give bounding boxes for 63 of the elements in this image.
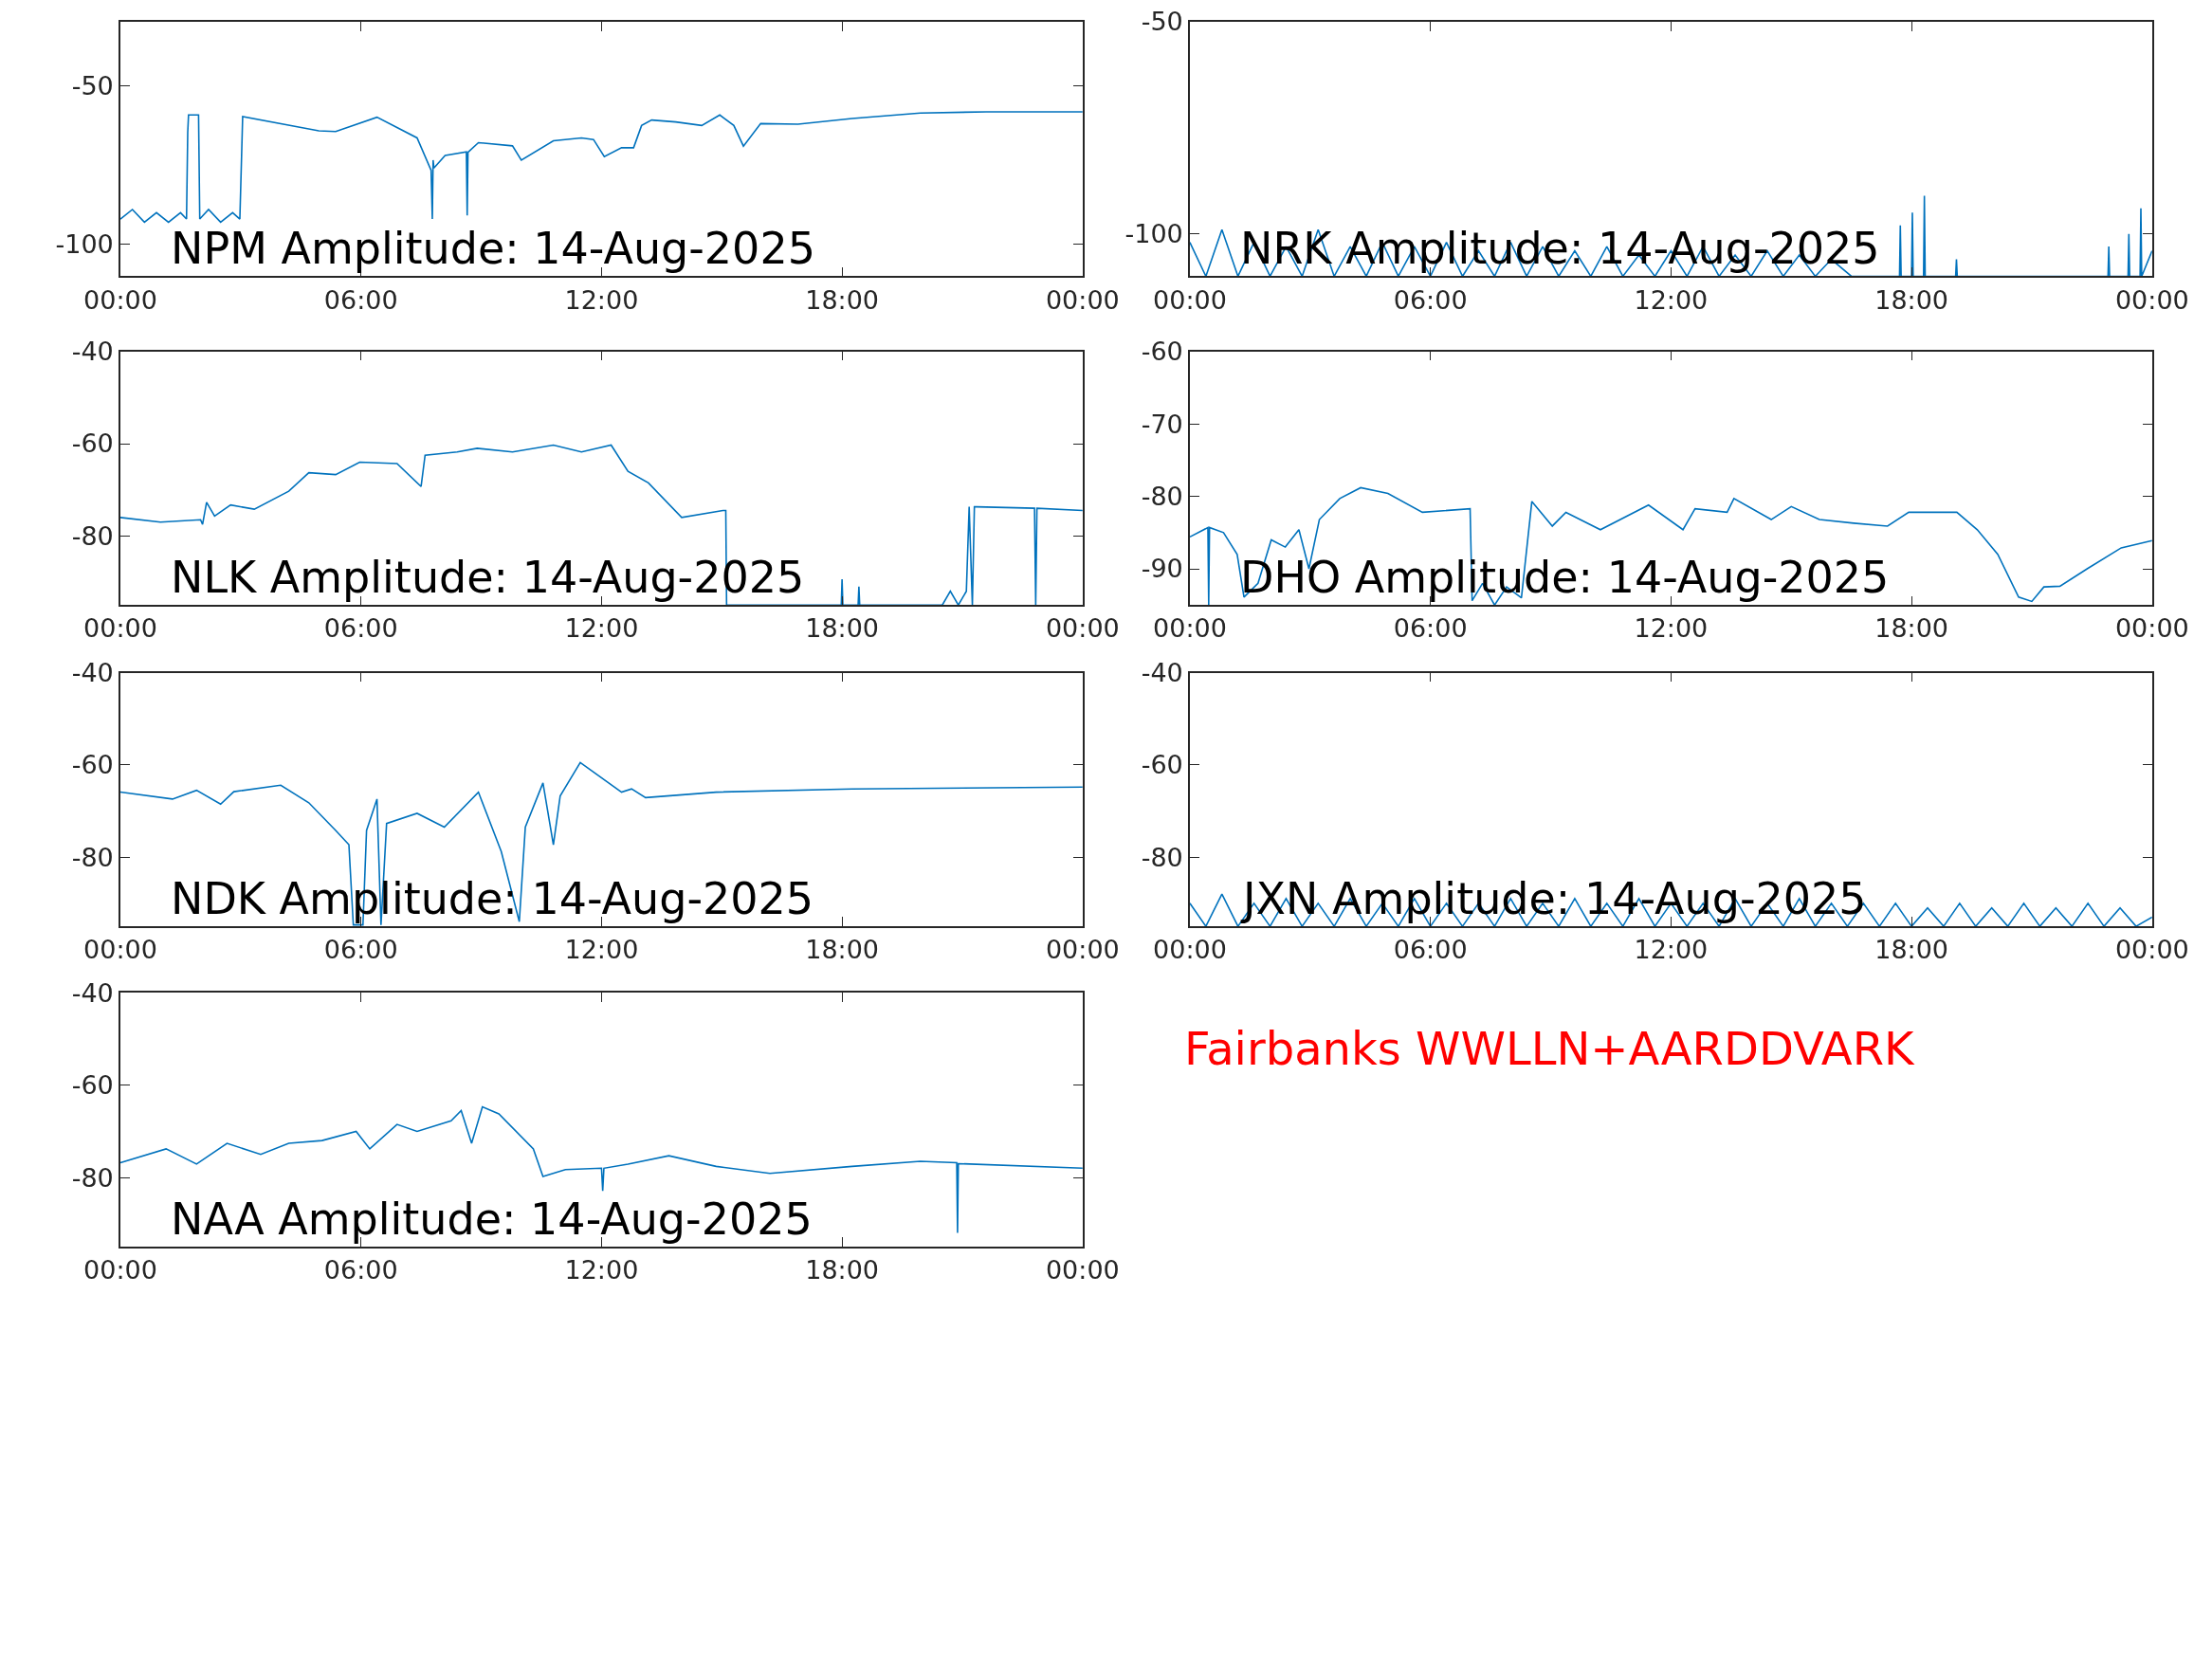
y-tick-label: -60 <box>1141 337 1183 367</box>
x-tick-label: 00:00 <box>83 935 157 965</box>
x-tick-label: 00:00 <box>1045 284 1120 315</box>
x-tick-label: 06:00 <box>323 284 398 315</box>
line-series <box>119 444 1083 606</box>
y-tick-label: -40 <box>71 337 114 367</box>
x-tick-label: 00:00 <box>83 284 157 315</box>
text: Fairbanks WWLLN+AARDDVARK <box>1184 1022 1915 1075</box>
x-tick-label: 06:00 <box>1393 284 1468 315</box>
x-tick-label: 12:00 <box>564 284 639 315</box>
y-tick-label: -50 <box>71 70 114 100</box>
x-tick-label: 00:00 <box>1153 613 1227 644</box>
x-tick-label: 12:00 <box>1634 613 1709 644</box>
y-tick-label: -40 <box>71 977 114 1008</box>
y-tick-label: -40 <box>1141 658 1183 688</box>
x-tick-label: 12:00 <box>564 935 639 965</box>
y-tick-label: -80 <box>1141 482 1183 512</box>
x-tick-label: 18:00 <box>805 935 880 965</box>
y-tick-label: -100 <box>1124 219 1183 249</box>
x-tick-label: 00:00 <box>1153 284 1227 315</box>
x-tick-label: 00:00 <box>1045 1255 1120 1285</box>
x-tick-label: 00:00 <box>2114 284 2189 315</box>
x-tick-label: 00:00 <box>83 613 157 644</box>
line-series <box>119 761 1083 926</box>
x-tick-label: 00:00 <box>1045 935 1120 965</box>
y-tick-label: -50 <box>1141 7 1183 37</box>
x-tick-label: 00:00 <box>83 1255 157 1285</box>
x-tick-label: 00:00 <box>1045 613 1120 644</box>
y-tick-label: -80 <box>71 842 114 872</box>
x-tick-label: 06:00 <box>1393 613 1468 644</box>
text: NAA Amplitude: 14-Aug-2025 <box>171 1194 813 1245</box>
y-tick-label: -60 <box>1141 750 1183 780</box>
line-series <box>1189 486 2152 606</box>
line-series <box>119 111 1083 224</box>
y-tick-label: -70 <box>1141 409 1183 439</box>
x-tick-label: 12:00 <box>1634 284 1709 315</box>
text: NPM Amplitude: 14-Aug-2025 <box>171 223 815 274</box>
x-tick-label: 06:00 <box>323 935 398 965</box>
y-tick-label: -80 <box>1141 842 1183 872</box>
x-tick-label: 12:00 <box>564 613 639 644</box>
x-tick-label: 06:00 <box>323 1255 398 1285</box>
x-tick-label: 06:00 <box>323 613 398 644</box>
x-tick-label: 00:00 <box>2114 613 2189 644</box>
y-tick-label: -100 <box>55 229 114 260</box>
x-tick-label: 12:00 <box>564 1255 639 1285</box>
x-tick-label: 18:00 <box>805 1255 880 1285</box>
x-tick-label: 18:00 <box>805 284 880 315</box>
y-tick-label: -90 <box>1141 554 1183 584</box>
x-tick-label: 12:00 <box>1634 935 1709 965</box>
x-tick-label: 18:00 <box>805 613 880 644</box>
x-tick-label: 18:00 <box>1874 935 1949 965</box>
x-tick-label: 06:00 <box>1393 935 1468 965</box>
y-tick-label: -40 <box>71 658 114 688</box>
y-tick-label: -80 <box>71 520 114 551</box>
y-tick-label: -60 <box>71 428 114 459</box>
x-tick-label: 00:00 <box>1153 935 1227 965</box>
text: JXN Amplitude: 14-Aug-2025 <box>1240 873 1867 924</box>
y-tick-label: -80 <box>71 1162 114 1193</box>
x-tick-label: 00:00 <box>2114 935 2189 965</box>
y-tick-label: -60 <box>71 750 114 780</box>
x-tick-label: 18:00 <box>1874 284 1949 315</box>
y-tick-label: -60 <box>71 1070 114 1101</box>
x-tick-label: 18:00 <box>1874 613 1949 644</box>
